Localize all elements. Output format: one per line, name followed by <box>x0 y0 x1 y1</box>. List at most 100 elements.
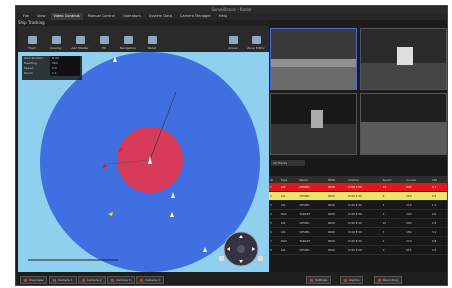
table-cell: 6 <box>269 228 280 237</box>
tool-icon <box>76 36 85 44</box>
button-icon <box>378 279 381 282</box>
zoom-button[interactable] <box>219 256 224 261</box>
radar-map[interactable] <box>18 52 269 272</box>
tool-button[interactable]: Zones <box>223 26 243 52</box>
bottom-button[interactable]: Recording <box>374 276 402 284</box>
table-cell: VESSEL <box>298 183 326 192</box>
bottom-button[interactable]: Camera 2 <box>78 276 106 284</box>
tool-icon <box>100 36 109 44</box>
tool-label: Radar <box>148 46 157 50</box>
toolbar-right: Zones Zone Editor <box>223 26 266 52</box>
column-header[interactable]: Name <box>298 176 326 183</box>
button-icon <box>82 279 85 282</box>
table-cell: 5 <box>382 201 406 210</box>
column-header[interactable]: Type <box>280 176 298 183</box>
tool-button[interactable]: Add Marker <box>70 26 90 52</box>
button-label: Overview <box>29 278 43 282</box>
camera-feed[interactable] <box>360 93 447 155</box>
bottom-button[interactable]: Overview <box>20 276 47 284</box>
table-cell: AIS <box>280 192 298 201</box>
title-bar: Surveillance - Radar <box>16 6 447 13</box>
menu-item[interactable]: Camera Manager <box>177 13 214 20</box>
button-label: Camera 2 <box>87 278 102 282</box>
tool-button[interactable]: Overlay <box>46 26 66 52</box>
table-cell: AIS <box>280 201 298 210</box>
bottom-bar: Overview Camera 1 Camera 2 Camera 3Camera 4… <box>16 272 447 285</box>
table-cell: 015 <box>405 246 431 255</box>
column-header[interactable]: CPA <box>431 176 447 183</box>
table-cell: 2.0 <box>431 210 447 219</box>
column-header[interactable]: Course <box>405 176 431 183</box>
table-cell: 0000 <box>327 228 348 237</box>
camera-image <box>361 29 447 90</box>
bottom-button[interactable]: Camera 1 <box>49 276 77 284</box>
info-label: Zoom <box>24 71 33 76</box>
table-cell: 0000 <box>327 183 348 192</box>
table-cell: N 00 E 00 <box>347 201 381 210</box>
column-header[interactable]: MMSI <box>327 176 348 183</box>
nav-center[interactable] <box>237 245 245 253</box>
camera-feed[interactable] <box>270 28 357 90</box>
menu-item[interactable]: View <box>34 13 49 20</box>
tool-icon <box>148 36 157 44</box>
bottom-button[interactable]: Settings <box>306 276 331 284</box>
camera-image <box>361 94 447 155</box>
zoom-button[interactable] <box>258 256 263 261</box>
tool-button[interactable]: Fill <box>94 26 114 52</box>
table-cell: RAD <box>280 237 298 246</box>
page: {"window":{"title":"Surveillance - Radar… <box>0 0 452 288</box>
camera-feed[interactable] <box>360 28 447 90</box>
table-cell: N 00 E 00 <box>347 228 381 237</box>
table-cell: 3 <box>269 201 280 210</box>
table-cell: 0000 <box>327 237 348 246</box>
menu-item[interactable]: System Data <box>146 13 175 20</box>
button-icon <box>111 279 114 282</box>
table-cell: 7 <box>269 237 280 246</box>
column-header[interactable]: Position <box>347 176 381 183</box>
table-cell: 2 <box>382 237 406 246</box>
column-header[interactable]: ID <box>269 176 280 183</box>
column-header[interactable]: Speed <box>382 176 406 183</box>
menu-item[interactable]: Video Controls <box>51 13 83 20</box>
menu-item[interactable]: File <box>20 13 32 20</box>
table-cell: AIS <box>280 219 298 228</box>
table-cell: 045 <box>405 183 431 192</box>
table-cell: AIS <box>280 228 298 237</box>
menu-item[interactable]: Operators <box>120 13 144 20</box>
table-cell: 0.1 <box>431 183 447 192</box>
table-cell: 4 <box>269 210 280 219</box>
tool-icon <box>124 36 133 44</box>
bottom-button[interactable]: Camera 3 <box>107 276 135 284</box>
toolbar: TrackOverlayAdd MarkerFillNavigation Rada… <box>18 26 269 52</box>
table-cell: 0000 <box>327 219 348 228</box>
menu-item[interactable]: Manual Control <box>85 13 118 20</box>
tool-icon <box>252 36 261 44</box>
menu-item[interactable]: Help <box>216 13 230 20</box>
table-cell: 120 <box>405 192 431 201</box>
button-label: Recording <box>383 278 398 282</box>
tool-button[interactable]: Track <box>22 26 42 52</box>
filter-dropdown[interactable]: All Tracks <box>271 160 305 166</box>
bottom-button[interactable]: Alarms <box>340 276 363 284</box>
tool-button[interactable]: Navigation <box>118 26 138 52</box>
table-cell: N 00 E 00 <box>347 210 381 219</box>
tool-button[interactable]: Zone Editor <box>246 26 266 52</box>
tool-button[interactable]: Radar <box>142 26 162 52</box>
table-cell: 3.8 <box>431 237 447 246</box>
button-icon <box>53 279 56 282</box>
bottom-button[interactable]: Camera 4 <box>136 276 164 284</box>
table-cell: 2.4 <box>431 219 447 228</box>
camera-feed[interactable] <box>270 93 357 155</box>
tool-icon <box>52 36 61 44</box>
tool-label: Zone Editor <box>247 46 264 50</box>
